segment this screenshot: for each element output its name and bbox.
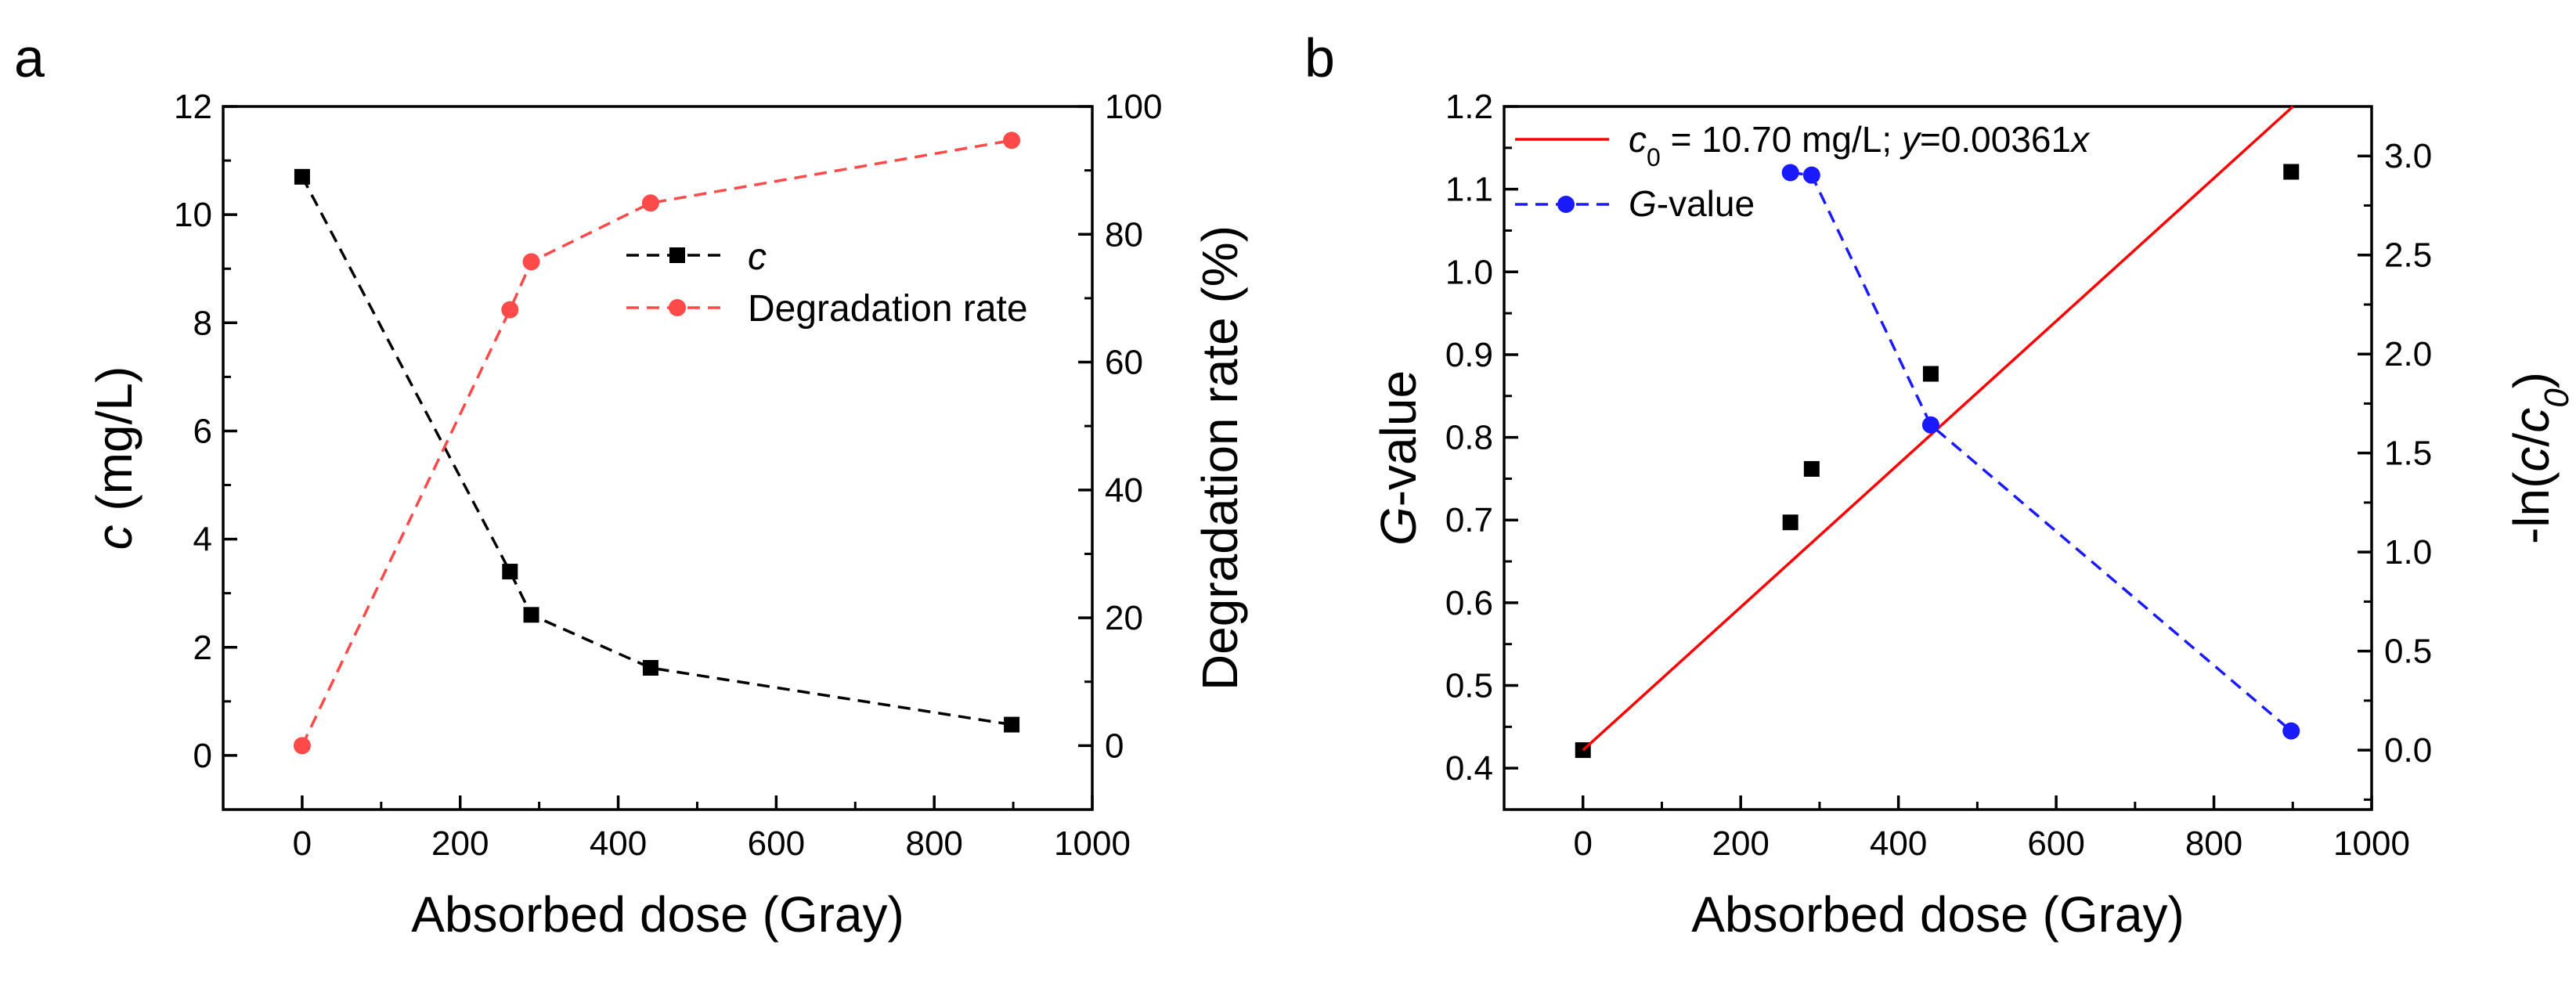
legend-g-value-symbol: [1515, 196, 1617, 213]
x-tick-label: 200: [1712, 824, 1769, 863]
y-left-tick-label: 2: [193, 629, 212, 667]
legend-b: c0 = 10.70 mg/L; y=0.00361x G-value: [1515, 119, 2091, 224]
x-tick-label: 600: [748, 824, 805, 863]
x-axis-label-b: Absorbed dose (Gray): [1691, 886, 2185, 943]
legend-degradation-label: Degradation rate: [748, 288, 1028, 330]
axis-ticks-b: 0 200 400 600 800 1000 0.4 0.5 0.6 0.7 0.8 0.9 1.0 1.…: [1445, 88, 2432, 863]
panel-label-b: b: [1304, 27, 1335, 88]
y-axis-label-left-b: G-value: [1370, 370, 1427, 546]
x-tick-label: 1000: [2333, 824, 2410, 863]
x-axis-label-a: Absorbed dose (Gray): [411, 886, 904, 943]
x-tick-label: 400: [590, 824, 647, 863]
data-point-degradation-rate: [522, 253, 540, 271]
data-point--ln-c-c0-: [1782, 514, 1799, 531]
series-line-c: [301, 175, 1012, 727]
y-left-tick-label: 6: [193, 412, 212, 450]
data-point-degradation-rate: [641, 194, 659, 212]
x-tick-label: 400: [1870, 824, 1927, 863]
y-right-tick-label: 2.5: [2384, 236, 2432, 275]
y-right-tick-label: 0: [1105, 727, 1124, 765]
y-right-tick-label: 80: [1105, 215, 1143, 254]
y-right-tick-label: 1.5: [2384, 435, 2432, 473]
y-left-tick-label: 1.2: [1445, 88, 1493, 126]
data-point--ln-c-c0-: [1803, 460, 1820, 477]
y-right-tick-label: 60: [1105, 344, 1143, 382]
legend-fit-label: c0 = 10.70 mg/L; y=0.00361x: [1629, 119, 2091, 171]
legend-c-marker: [669, 247, 685, 263]
panel-label-a: a: [14, 27, 45, 88]
legend-g-value-label: G-value: [1629, 183, 1755, 224]
y-axis-label-right-b: -ln(c/c0): [2503, 372, 2576, 544]
y-left-tick-label: 4: [193, 521, 212, 559]
y-left-tick-label: 0.9: [1445, 336, 1493, 374]
series-layer-b: [1575, 105, 2300, 759]
data-point-degradation-rate: [293, 737, 311, 755]
series-layer-a: [293, 132, 1021, 755]
y-right-tick-label: 2.0: [2384, 335, 2432, 373]
data-point-c: [523, 607, 539, 623]
x-tick-label: 200: [431, 824, 489, 863]
y-left-tick-label: 12: [174, 88, 212, 126]
data-point-c: [642, 660, 658, 676]
legend-g-value-marker: [1557, 196, 1575, 213]
y-right-tick-label: 3.0: [2384, 137, 2432, 175]
plot-frame-a: [222, 105, 1094, 811]
y-right-tick-label: 1.0: [2384, 533, 2432, 572]
y-axis-label-left-a: c (mg/L): [86, 366, 143, 550]
y-right-tick-label: 0.0: [2384, 731, 2432, 770]
y-left-tick-label: 10: [174, 196, 212, 234]
data-point-c: [1004, 716, 1020, 733]
legend-degradation-symbol: [626, 299, 728, 316]
y-right-tick-label: 20: [1105, 599, 1143, 637]
y-left-tick-label: 0.4: [1445, 749, 1493, 788]
y-axis-label-right-a: Degradation rate (%): [1192, 225, 1248, 691]
legend-c-symbol: [626, 247, 728, 263]
y-left-tick-label: 1.1: [1445, 171, 1493, 209]
data-point-g-value: [1802, 166, 1820, 184]
y-left-tick-label: 1.0: [1445, 253, 1493, 291]
data-point-g-value: [1781, 164, 1799, 182]
x-tick-label: 0: [293, 824, 312, 863]
y-left-tick-label: 0.7: [1445, 501, 1493, 539]
data-point--ln-c-c0-: [2283, 164, 2300, 180]
legend-a: c Degradation rate: [626, 236, 1028, 330]
series-line-g-value: [1790, 171, 2293, 732]
data-point--ln-c-c0-: [1922, 366, 1939, 382]
panel-a: 0 200 400 600 800 1000 0 2 4 6 8 10 12 0 20 40 60 80 100 c…: [86, 88, 1248, 943]
x-tick-label: 800: [905, 824, 962, 863]
x-tick-label: 1000: [1054, 824, 1131, 863]
series-line-degradation-rate: [301, 139, 1012, 747]
x-tick-label: 600: [2027, 824, 2084, 863]
y-left-tick-label: 0.5: [1445, 667, 1493, 705]
data-point-c: [294, 168, 310, 185]
y-right-tick-label: 0.5: [2384, 633, 2432, 671]
legend-c-label: c: [748, 236, 767, 278]
x-tick-label: 0: [1573, 824, 1592, 863]
legend-degradation-marker: [669, 299, 686, 316]
data-point-degradation-rate: [501, 301, 519, 319]
y-left-tick-label: 0.6: [1445, 584, 1493, 622]
data-point-c: [502, 564, 518, 580]
y-left-tick-label: 0: [193, 737, 212, 775]
data-point-degradation-rate: [1003, 132, 1021, 150]
y-left-tick-label: 8: [193, 304, 212, 342]
panel-b: 0 200 400 600 800 1000 0.4 0.5 0.6 0.7 0.8 0.9 1.0 1.…: [1370, 88, 2576, 943]
y-left-tick-label: 0.8: [1445, 419, 1493, 457]
y-right-tick-label: 100: [1105, 88, 1162, 126]
data-point-g-value: [1921, 416, 1939, 434]
axis-ticks-a: 0 200 400 600 800 1000 0 2 4 6 8 10 12 0 20 40 60 80 100: [174, 88, 1162, 863]
data-point-g-value: [2282, 722, 2300, 740]
x-tick-label: 800: [2185, 824, 2242, 863]
plot-frame-b: [1503, 105, 2373, 811]
y-right-tick-label: 40: [1105, 471, 1143, 510]
